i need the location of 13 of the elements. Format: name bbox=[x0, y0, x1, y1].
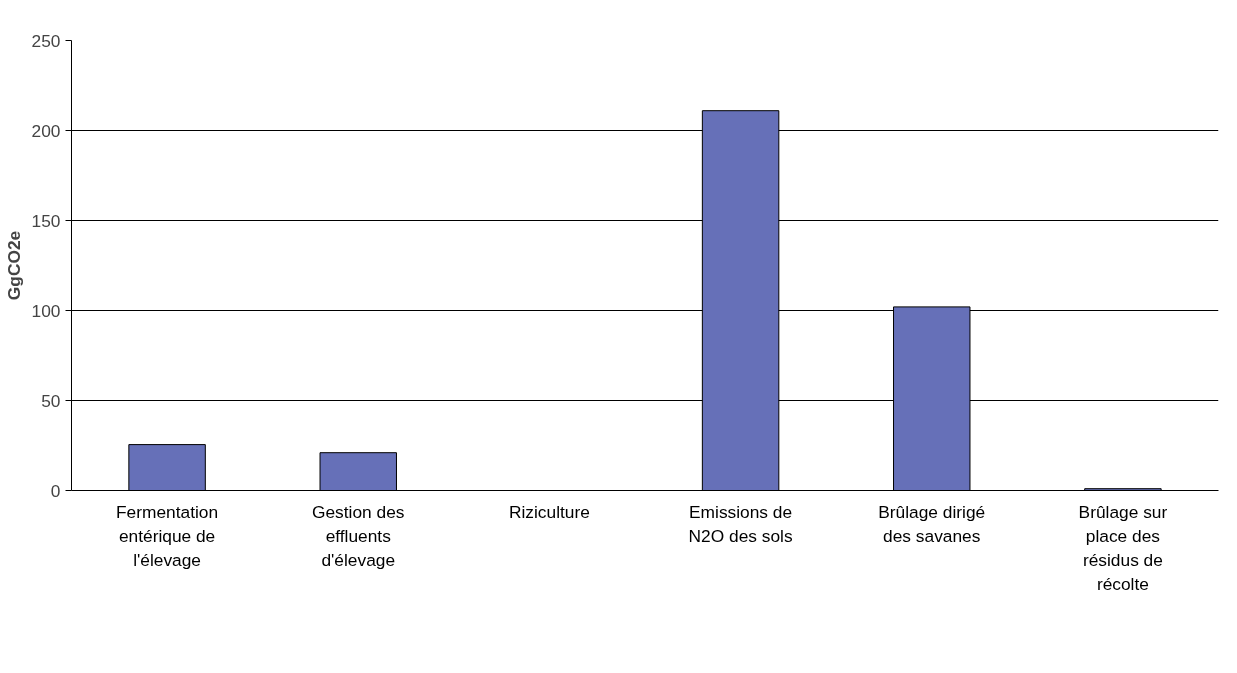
y-axis-title: GgCO2e bbox=[3, 230, 24, 301]
x-tick-label: Emissions de N2O des sols bbox=[688, 501, 793, 546]
y-tick-label: 250 bbox=[31, 30, 61, 51]
y-tick-label: 50 bbox=[41, 390, 61, 411]
x-tick-label: Brûlage dirigé des savanes bbox=[878, 501, 986, 546]
y-tick-label: 150 bbox=[31, 210, 61, 231]
y-tick-label: 200 bbox=[31, 120, 61, 141]
x-tick-label: Fermentation entérique de l'élevage bbox=[116, 501, 219, 570]
x-tick-label: Riziculture bbox=[508, 501, 590, 522]
y-tick-label: 0 bbox=[50, 480, 61, 501]
y-tick-label: 100 bbox=[31, 300, 61, 321]
x-tick-label: Gestion des effluents d'élevage bbox=[312, 501, 405, 570]
x-tick-label: Brûlage sur place des résidus de récolte bbox=[1078, 501, 1168, 594]
